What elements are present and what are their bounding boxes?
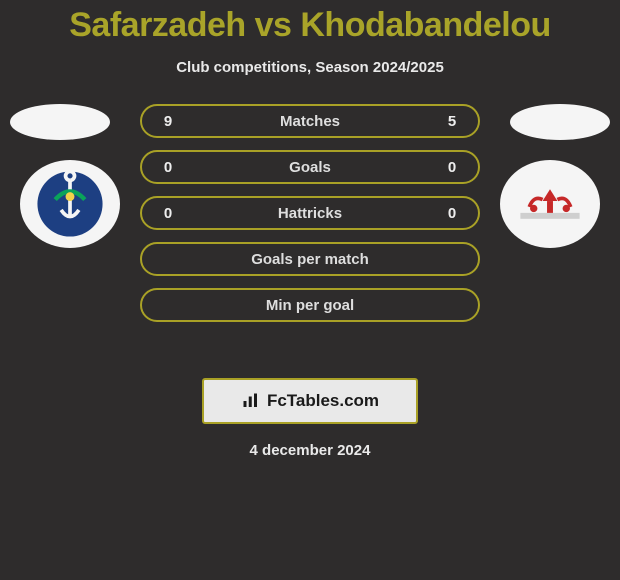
footer-date: 4 december 2024	[0, 442, 620, 459]
page-subtitle: Club competitions, Season 2024/2025	[0, 59, 620, 76]
stat-label: Hattricks	[180, 205, 440, 222]
stat-row-min-per-goal: Min per goal	[140, 288, 480, 322]
branding-box[interactable]: FcTables.com	[202, 378, 418, 424]
club-crest-right	[500, 160, 600, 248]
club-crest-left	[20, 160, 120, 248]
player-photo-right	[510, 104, 610, 140]
stat-row-matches: 9 Matches 5	[140, 104, 480, 138]
stat-label: Goals	[180, 159, 440, 176]
anchor-crest-icon	[33, 167, 107, 241]
stat-row-goals: 0 Goals 0	[140, 150, 480, 184]
bar-chart-icon	[241, 392, 261, 410]
stat-right-value: 0	[440, 205, 464, 222]
stat-right-value: 5	[440, 113, 464, 130]
stat-label: Matches	[180, 113, 440, 130]
stat-right-value: 0	[440, 159, 464, 176]
stats-column: 9 Matches 5 0 Goals 0 0 Hattricks 0 Goal…	[140, 104, 480, 322]
stat-label: Min per goal	[180, 297, 440, 314]
player-photo-left	[10, 104, 110, 140]
stat-label: Goals per match	[180, 251, 440, 268]
branding-text: FcTables.com	[267, 391, 379, 411]
comparison-panel: 9 Matches 5 0 Goals 0 0 Hattricks 0 Goal…	[0, 104, 620, 364]
bulls-trophy-icon	[513, 167, 587, 241]
stat-row-hattricks: 0 Hattricks 0	[140, 196, 480, 230]
stat-left-value: 9	[156, 113, 180, 130]
stat-left-value: 0	[156, 205, 180, 222]
stat-row-goals-per-match: Goals per match	[140, 242, 480, 276]
stat-left-value: 0	[156, 159, 180, 176]
page-title: Safarzadeh vs Khodabandelou	[0, 0, 620, 45]
